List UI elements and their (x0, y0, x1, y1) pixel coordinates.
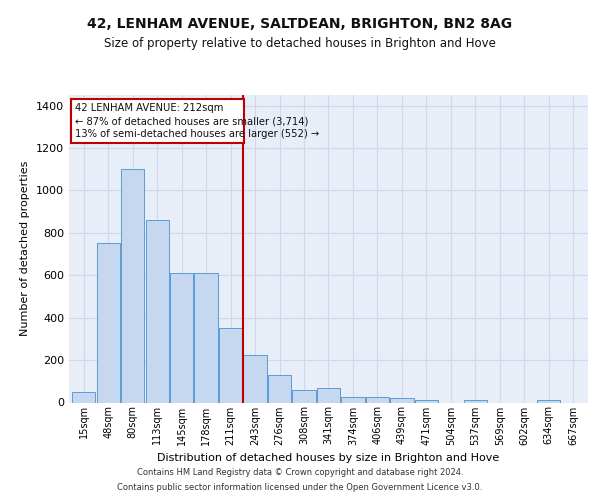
Text: Contains HM Land Registry data © Crown copyright and database right 2024.: Contains HM Land Registry data © Crown c… (137, 468, 463, 477)
Bar (292, 390, 316, 402)
Bar (415, 400, 438, 402)
Bar (366, 397, 389, 402)
Text: 42 LENHAM AVENUE: 212sqm: 42 LENHAM AVENUE: 212sqm (75, 103, 223, 113)
Text: ← 87% of detached houses are smaller (3,714): ← 87% of detached houses are smaller (3,… (75, 116, 308, 126)
Bar (341, 397, 365, 402)
Bar (317, 388, 340, 402)
Bar (391, 398, 413, 402)
Bar (121, 169, 144, 402)
Bar (219, 328, 242, 402)
FancyBboxPatch shape (71, 99, 244, 142)
Text: Size of property relative to detached houses in Brighton and Hove: Size of property relative to detached ho… (104, 38, 496, 51)
Text: 42, LENHAM AVENUE, SALTDEAN, BRIGHTON, BN2 8AG: 42, LENHAM AVENUE, SALTDEAN, BRIGHTON, B… (88, 18, 512, 32)
Y-axis label: Number of detached properties: Number of detached properties (20, 161, 31, 336)
Text: Contains public sector information licensed under the Open Government Licence v3: Contains public sector information licen… (118, 483, 482, 492)
Bar (72, 392, 95, 402)
Bar (244, 355, 266, 403)
Bar (464, 400, 487, 402)
X-axis label: Distribution of detached houses by size in Brighton and Hove: Distribution of detached houses by size … (157, 453, 500, 463)
Bar (194, 273, 218, 402)
Bar (146, 220, 169, 402)
Bar (537, 400, 560, 402)
Bar (170, 273, 193, 402)
Text: 13% of semi-detached houses are larger (552) →: 13% of semi-detached houses are larger (… (75, 130, 319, 140)
Bar (97, 244, 120, 402)
Bar (268, 375, 291, 402)
